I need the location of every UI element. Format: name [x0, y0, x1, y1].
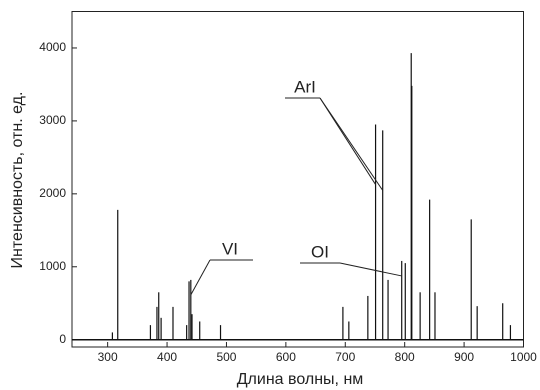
annotation-pointer: [319, 97, 384, 191]
plot-frame: [71, 11, 524, 348]
x-tick-label: 300: [98, 350, 118, 364]
x-tick-label: 500: [216, 350, 236, 364]
x-tick-label: 700: [335, 350, 355, 364]
x-axis-label: Длина волны, нм: [237, 371, 364, 388]
x-tick-label: 400: [157, 350, 177, 364]
x-tick-label: 800: [395, 350, 415, 364]
x-tick-label: 1000: [510, 350, 537, 364]
annotation: ArI: [294, 77, 316, 96]
x-tick-label: 900: [454, 350, 474, 364]
y-axis-label: Интенсивность, отн. ед.: [9, 92, 26, 269]
y-tick-label: 0: [59, 332, 66, 346]
y-tick-label: 1000: [39, 259, 66, 273]
annotation-pointer: [339, 262, 402, 277]
annotation: VI: [222, 239, 238, 258]
annotation-pointer: [190, 259, 211, 296]
y-tick-label: 4000: [39, 40, 66, 54]
y-tick-label: 3000: [39, 113, 66, 127]
x-tick-label: 600: [276, 350, 296, 364]
annotation: OI: [311, 242, 329, 261]
y-tick-label: 2000: [39, 186, 66, 200]
